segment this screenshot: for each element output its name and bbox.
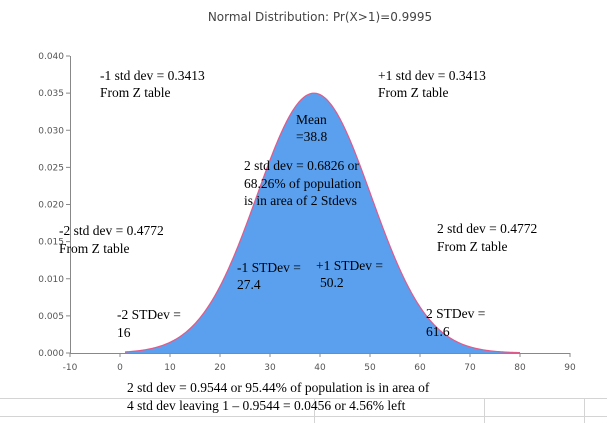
two-sd-note-line2: 68.26% of population bbox=[244, 176, 362, 191]
axes-layer: -10 0 10 20 30 40 50 60 70 80 90 0.000 0.005 0.010 0.0… bbox=[38, 52, 576, 373]
plus1-stdev-label-line1: +1 STDev = bbox=[316, 258, 383, 273]
y-tick-label: 0.030 bbox=[38, 126, 64, 136]
y-tick-label: 0.035 bbox=[38, 89, 64, 99]
distribution-area bbox=[125, 93, 520, 354]
x-tick-label: 10 bbox=[164, 363, 176, 373]
minus1-stdev-label-line2: 27.4 bbox=[237, 277, 261, 292]
distribution-area-layer bbox=[124, 92, 521, 354]
minus2-stdev-label-line2: 16 bbox=[117, 325, 131, 340]
y-tick-label: 0.015 bbox=[38, 238, 64, 248]
minus2-sd-note-line1: -2 std dev = 0.4772 bbox=[59, 223, 164, 238]
minus1-sd-note-line1: -1 std dev = 0.3413 bbox=[100, 68, 205, 83]
x-tick-label: 90 bbox=[564, 363, 576, 373]
footer-line2: 4 std dev leaving 1 – 0.9544 = 0.0456 or… bbox=[127, 398, 406, 413]
y-tick-label: 0.040 bbox=[38, 52, 64, 62]
x-tick-label: 40 bbox=[314, 363, 326, 373]
y-tick-label: 0.005 bbox=[38, 312, 64, 322]
y-tick-label: 0.010 bbox=[38, 275, 64, 285]
spreadsheet-grid-lines bbox=[0, 398, 607, 423]
x-tick-label: 30 bbox=[264, 363, 276, 373]
plus1-stdev-label-line2: 50.2 bbox=[320, 275, 344, 290]
annotations: -1 std dev = 0.3413 From Z table +1 std … bbox=[59, 68, 537, 340]
y-tick-label: 0.000 bbox=[38, 349, 64, 359]
y-tick-label: 0.025 bbox=[38, 163, 64, 173]
x-tick-label: 60 bbox=[414, 363, 426, 373]
minus1-sd-note-line2: From Z table bbox=[100, 85, 171, 100]
plus1-sd-note-line2: From Z table bbox=[378, 85, 449, 100]
two-sd-note-line3: is in area of 2 Stdevs bbox=[244, 193, 357, 208]
chart-title: Normal Distribution: Pr(X>1)=0.9995 bbox=[208, 10, 432, 24]
x-tick-label: 50 bbox=[364, 363, 376, 373]
plus1-sd-note-line1: +1 std dev = 0.3413 bbox=[378, 68, 486, 83]
x-tick-label: 0 bbox=[117, 363, 123, 373]
x-tick-label: 20 bbox=[214, 363, 226, 373]
minus2-stdev-label-line1: -2 STDev = bbox=[117, 307, 181, 322]
two-sd-note-line1: 2 std dev = 0.6826 or bbox=[244, 158, 359, 173]
distribution-curve bbox=[124, 92, 521, 354]
footer-line1: 2 std dev = 0.9544 or 95.44% of populati… bbox=[127, 380, 430, 395]
plus2-sd-note-line1: 2 std dev = 0.4772 bbox=[437, 221, 537, 236]
x-tick-label: -10 bbox=[63, 363, 78, 373]
plus2-stdev-label-line1: 2 STDev = bbox=[426, 306, 485, 321]
plus2-sd-note-line2: From Z table bbox=[437, 239, 508, 254]
y-tick-label: 0.020 bbox=[38, 201, 64, 211]
minus1-stdev-label-line1: -1 STDev = bbox=[237, 260, 301, 275]
x-tick-label: 80 bbox=[514, 363, 526, 373]
x-tick-label: 70 bbox=[464, 363, 476, 373]
plus2-stdev-label-line2: 61.6 bbox=[426, 324, 450, 339]
footer-note: 2 std dev = 0.9544 or 95.44% of populati… bbox=[127, 380, 430, 413]
mean-note-line2: =38.8 bbox=[296, 129, 327, 144]
mean-note-line1: Mean bbox=[296, 112, 327, 127]
minus2-sd-note-line2: From Z table bbox=[59, 241, 130, 256]
